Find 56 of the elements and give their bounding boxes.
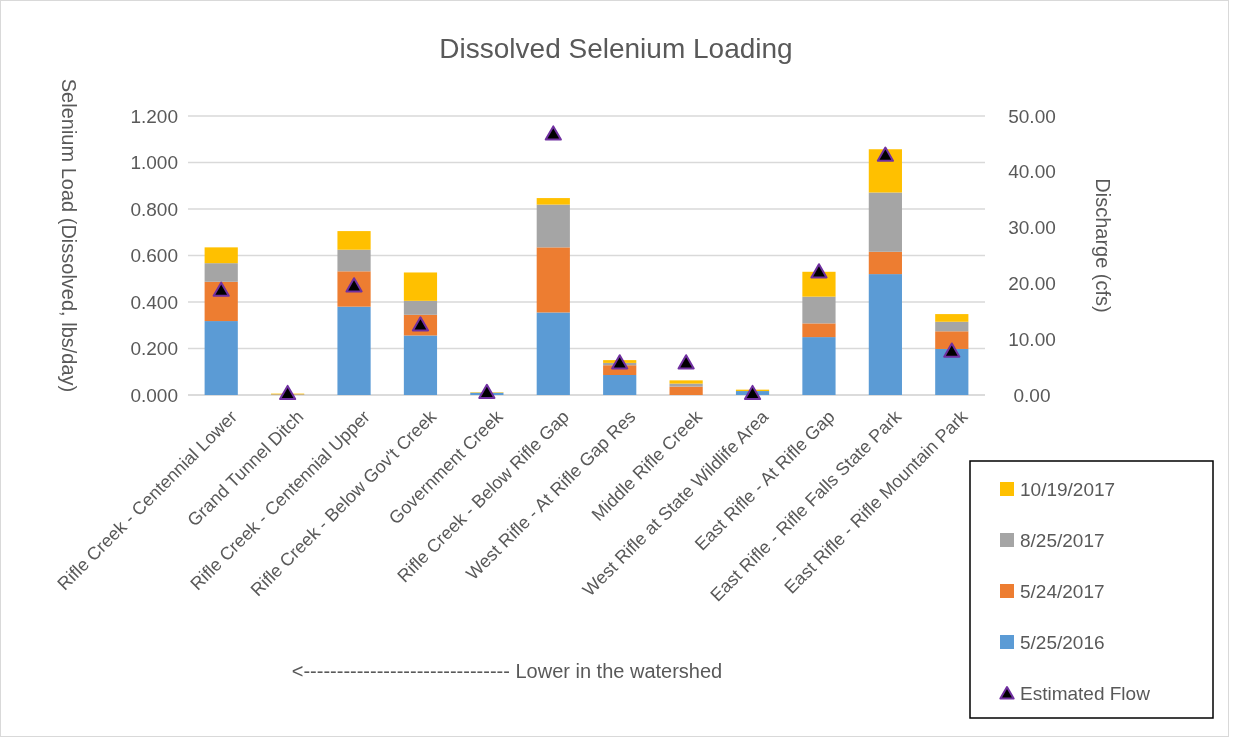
point [943, 342, 961, 358]
bar [536, 204, 570, 248]
bar [204, 247, 238, 264]
bar [935, 314, 969, 322]
bar [204, 263, 238, 282]
legend-label: 10/19/2017 [1020, 478, 1116, 500]
bar [802, 323, 836, 338]
bar [868, 192, 902, 252]
bar [403, 272, 438, 301]
bar [337, 249, 371, 272]
legend-label: Estimated Flow [1020, 682, 1151, 704]
y2-tick-label: 40.00 [1008, 161, 1056, 183]
bar [536, 198, 570, 205]
point [478, 383, 496, 399]
y2-axis-title: Discharge (cfs) [1092, 178, 1114, 313]
bar [935, 321, 969, 332]
bar [935, 348, 969, 395]
bar [868, 274, 902, 395]
point [212, 281, 230, 297]
point [544, 125, 562, 141]
legend-label: 8/25/2017 [1020, 529, 1105, 551]
bar [868, 251, 902, 275]
bar [802, 296, 836, 324]
point [876, 146, 894, 162]
point [743, 384, 762, 401]
y2-tick-label: 0.00 [1013, 384, 1051, 406]
bar [669, 386, 703, 395]
y2-tick-label: 30.00 [1008, 217, 1056, 239]
y-axis-title: Selenium Load (Dissolved, lbs/day) [58, 78, 80, 393]
text: <------------------------------- Lower in the watershed [291, 660, 723, 682]
legend-label: 5/24/2017 [1020, 580, 1105, 602]
y2-tick-label: 20.00 [1008, 273, 1056, 295]
point [677, 354, 695, 370]
bar [403, 335, 438, 395]
y-tick-label: 0.800 [130, 198, 178, 220]
bar [802, 337, 836, 395]
y2-tick-label: 10.00 [1008, 328, 1056, 350]
legend-label: 5/25/2016 [1020, 631, 1105, 653]
y-tick-label: 0.000 [130, 384, 178, 406]
bar [204, 321, 238, 395]
bar [536, 312, 570, 395]
chart-title: Dissolved Selenium Loading [439, 33, 793, 64]
bar [337, 306, 371, 395]
bar [935, 331, 969, 349]
y-tick-label: 0.200 [130, 338, 178, 360]
y-tick-label: 1.200 [130, 105, 178, 127]
y-tick-label: 0.600 [130, 245, 178, 267]
bar [603, 375, 637, 395]
y-tick-label: 0.400 [130, 291, 178, 313]
bar [536, 247, 570, 313]
point [810, 263, 828, 279]
y2-tick-label: 50.00 [1008, 105, 1056, 127]
y-tick-label: 1.000 [130, 152, 178, 174]
bar [403, 300, 438, 315]
bar [337, 231, 371, 250]
point [611, 354, 629, 370]
